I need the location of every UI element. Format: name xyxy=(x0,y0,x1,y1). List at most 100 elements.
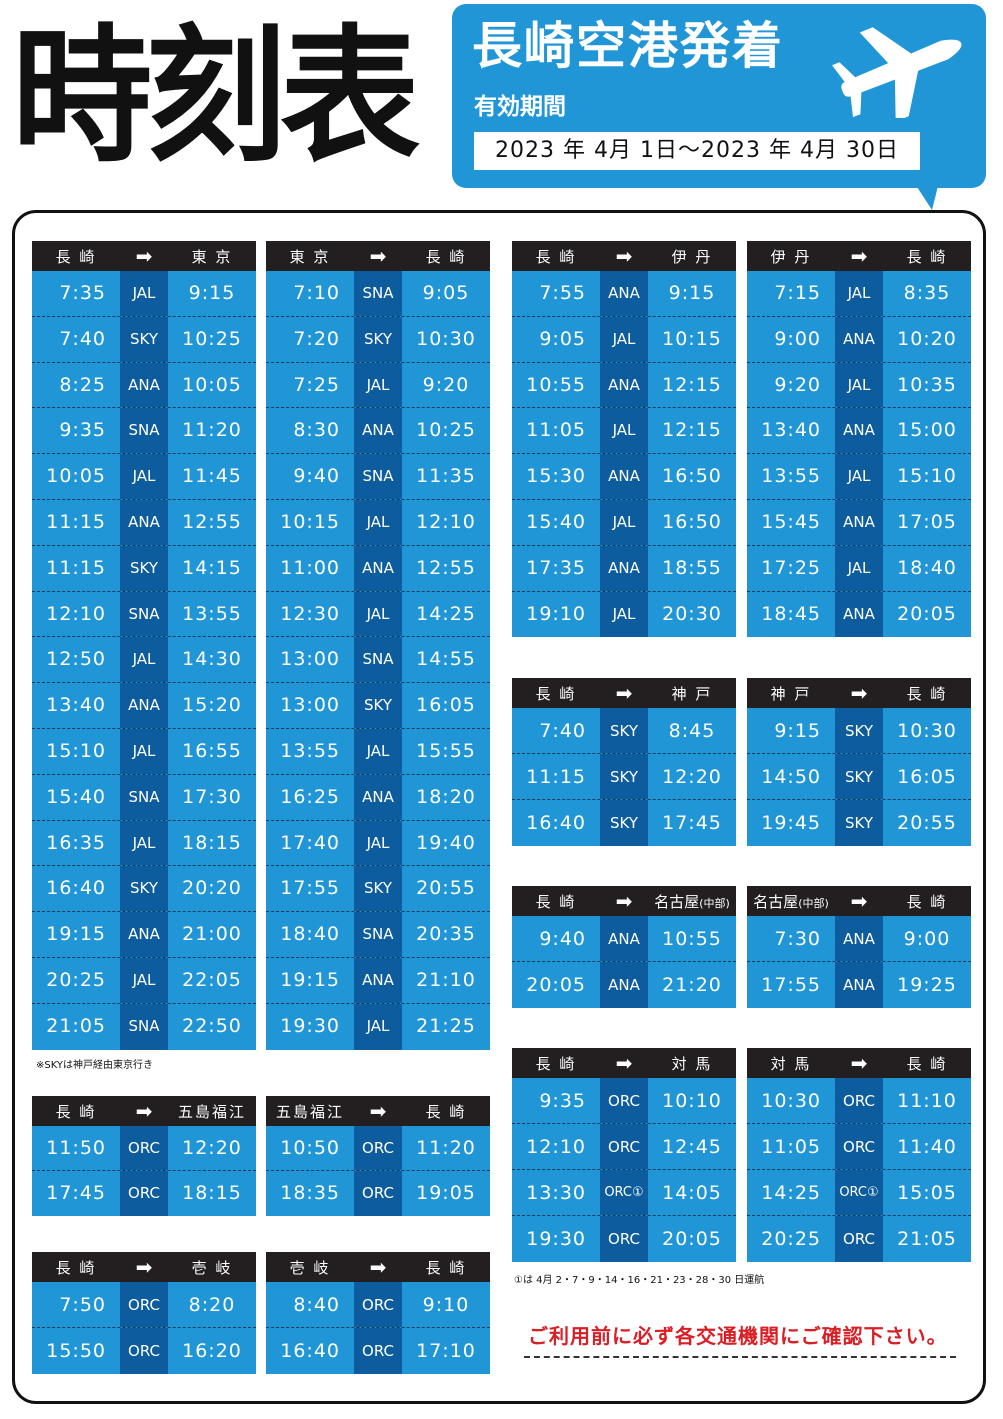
destination-label: 長 崎 xyxy=(425,1258,467,1277)
flight-row: 20:25 ORC 21:05 xyxy=(747,1216,971,1262)
departure-time: 7:50 xyxy=(59,1294,106,1316)
route-header: 神 戸 ➡ 長 崎 xyxy=(747,678,971,708)
airline-code: ORC xyxy=(835,1078,883,1123)
arrival-time: 16:20 xyxy=(182,1340,242,1362)
route-table: 長 崎 ➡ 神 戸 7:40 SKY 8:45 11:15 SKY 12:20 16:40 SKY 1… xyxy=(512,678,736,846)
arrow-icon: ➡ xyxy=(615,889,633,913)
departure-time: 13:40 xyxy=(46,694,106,717)
flight-row: 20:25 JAL 22:05 xyxy=(32,957,256,1004)
arrival-time: 10:30 xyxy=(416,327,476,350)
departure-time: 7:15 xyxy=(774,282,821,304)
departure-time: 17:55 xyxy=(761,974,821,996)
departure-time: 9:35 xyxy=(59,419,106,442)
departure-time: 11:05 xyxy=(526,419,586,442)
arrival-time: 18:20 xyxy=(416,785,476,808)
airline-code: ORC xyxy=(835,1124,883,1169)
arrival-time: 9:10 xyxy=(422,1294,470,1316)
flight-row: 12:50 JAL 14:30 xyxy=(32,637,256,684)
route-table: 東 京 ➡ 長 崎 7:10 SNA 9:05 7:20 SKY 10:30 7:25 JAL 9:2… xyxy=(266,241,490,1050)
arrow-icon: ➡ xyxy=(615,681,633,705)
departure-time: 12:10 xyxy=(46,602,106,625)
airline-code: JAL xyxy=(354,1003,402,1050)
origin-label: 壱 岐 xyxy=(289,1258,331,1277)
route-table: 対 馬 ➡ 長 崎 10:30 ORC 11:10 11:05 ORC 11:40 14:25 OR… xyxy=(747,1048,971,1262)
origin-label: 長 崎 xyxy=(535,684,577,703)
arrival-time: 14:55 xyxy=(416,648,476,671)
airline-code: ANA xyxy=(600,916,648,961)
departure-time: 16:35 xyxy=(46,831,106,854)
airline-code: ORC xyxy=(835,1216,883,1262)
flight-row: 11:05 ORC 11:40 xyxy=(747,1124,971,1170)
airline-code: SNA xyxy=(120,1003,168,1050)
route-table: 神 戸 ➡ 長 崎 9:15 SKY 10:30 14:50 SKY 16:05 19:45 SKY… xyxy=(747,678,971,846)
warning-text: ご利用前に必ず各交通機関にご確認下さい。 xyxy=(528,1324,948,1348)
departure-time: 15:50 xyxy=(46,1340,106,1362)
arrival-time: 12:55 xyxy=(182,510,242,533)
departure-time: 13:00 xyxy=(280,648,340,671)
destination-label: 長 崎 xyxy=(906,247,948,266)
flight-row: 10:15 JAL 12:10 xyxy=(266,499,490,546)
arrival-time: 12:55 xyxy=(416,556,476,579)
arrival-time: 12:20 xyxy=(182,1137,242,1159)
flight-row: 9:15 SKY 10:30 xyxy=(747,708,971,754)
arrow-icon: ➡ xyxy=(615,1051,633,1075)
airline-code: ANA xyxy=(835,916,883,961)
arrival-time: 21:20 xyxy=(662,974,722,996)
airline-code: JAL xyxy=(120,271,168,316)
airline-code: ANA xyxy=(835,408,883,454)
departure-time: 8:40 xyxy=(293,1294,340,1316)
airline-code: SKY xyxy=(600,800,648,846)
airline-code: JAL xyxy=(600,591,648,638)
departure-time: 15:10 xyxy=(46,739,106,762)
origin-label: 長 崎 xyxy=(535,247,577,266)
departure-time: 11:15 xyxy=(46,556,106,579)
flight-row: 7:50 ORC 8:20 xyxy=(32,1282,256,1328)
header-tail xyxy=(906,170,942,210)
departure-time: 12:50 xyxy=(46,648,106,671)
departure-time: 13:30 xyxy=(526,1182,586,1204)
origin-label: 長 崎 xyxy=(55,1102,97,1121)
arrival-time: 22:05 xyxy=(182,968,242,991)
flight-row: 9:40 ANA 10:55 xyxy=(512,916,736,962)
airline-code: JAL xyxy=(120,454,168,499)
destination-label: 神 戸 xyxy=(671,684,713,703)
flight-row: 18:40 SNA 20:35 xyxy=(266,912,490,958)
arrow-icon: ➡ xyxy=(369,244,387,268)
flight-row: 15:10 JAL 16:55 xyxy=(32,728,256,775)
route-header: 対 馬 ➡ 長 崎 xyxy=(747,1048,971,1078)
arrival-time: 15:05 xyxy=(897,1182,957,1204)
arrival-time: 12:15 xyxy=(662,373,722,396)
arrival-time: 16:05 xyxy=(897,766,957,788)
flight-row: 16:25 ANA 18:20 xyxy=(266,774,490,821)
departure-time: 11:05 xyxy=(761,1136,821,1158)
airline-code: ANA xyxy=(120,683,168,728)
arrow-icon: ➡ xyxy=(850,889,868,913)
flight-row: 7:10 SNA 9:05 xyxy=(266,271,490,317)
airline-code: SKY xyxy=(120,866,168,912)
departure-time: 9:40 xyxy=(293,465,340,488)
flight-row: 7:40 SKY 10:25 xyxy=(32,316,256,363)
arrival-time: 9:05 xyxy=(422,282,470,304)
origin-label: 伊 丹 xyxy=(770,247,812,266)
departure-time: 9:15 xyxy=(774,720,821,742)
flight-row: 11:15 SKY 12:20 xyxy=(512,754,736,800)
flight-row: 19:10 JAL 20:30 xyxy=(512,591,736,638)
departure-time: 10:05 xyxy=(46,465,106,488)
flight-row: 14:25 ORC① 15:05 xyxy=(747,1170,971,1216)
arrival-time: 10:15 xyxy=(662,327,722,350)
airline-code: JAL xyxy=(354,591,402,637)
origin-label: 東 京 xyxy=(289,247,331,266)
origin-label: 神 戸 xyxy=(770,684,812,703)
arrival-time: 10:20 xyxy=(897,327,957,350)
route-header: 長 崎 ➡ 対 馬 xyxy=(512,1048,736,1078)
departure-time: 16:40 xyxy=(46,877,106,900)
departure-time: 19:30 xyxy=(526,1228,586,1250)
flight-row: 9:20 JAL 10:35 xyxy=(747,362,971,409)
arrow-icon: ➡ xyxy=(369,1255,387,1279)
arrival-time: 14:30 xyxy=(182,648,242,671)
flight-row: 7:20 SKY 10:30 xyxy=(266,316,490,363)
arrival-time: 13:55 xyxy=(182,602,242,625)
departure-time: 7:30 xyxy=(774,928,821,950)
airline-code: ORC xyxy=(600,1078,648,1123)
airline-code: JAL xyxy=(120,637,168,683)
